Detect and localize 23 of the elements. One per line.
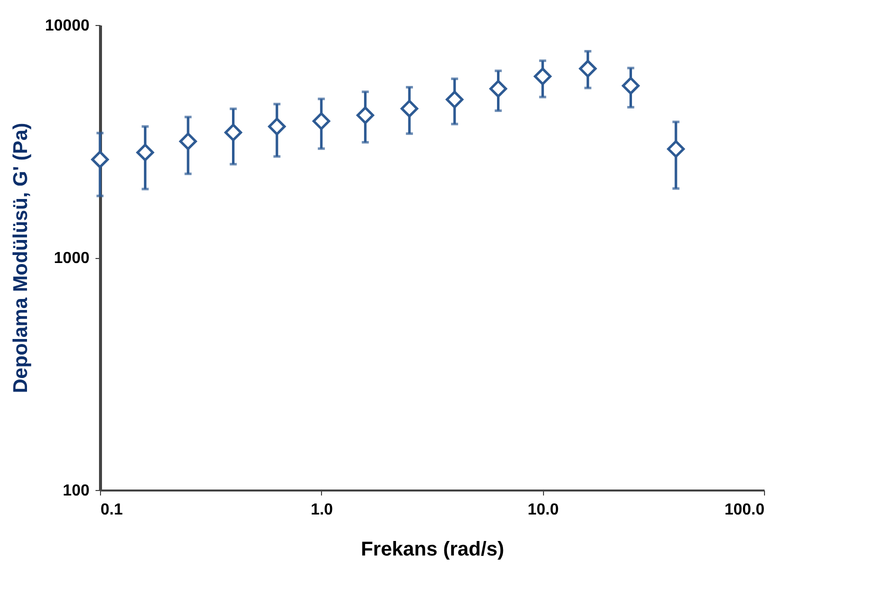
point [268,118,286,136]
point [179,132,197,150]
point [356,106,374,124]
x-tick-label: 100.0 [724,502,765,518]
point [224,124,242,142]
point [312,112,330,130]
point [534,68,552,86]
y-tick-label: 10000 [45,18,90,34]
x-tick-label: 0.1 [100,502,123,518]
point [136,144,154,162]
y-axis-title: Depolama Modülüsü, G' (Pa) [10,122,32,394]
y-tick-label: 1000 [54,250,90,267]
x-axis-title: Frekans (rad/s) [360,538,504,560]
point [667,140,685,158]
y-tick-label: 100 [62,482,90,500]
x-tick-label: 1.0 [310,502,334,518]
point [579,60,597,78]
point [400,100,418,118]
point [91,150,109,168]
point [489,80,508,98]
point [622,76,640,95]
x-tick-label: 10.0 [528,502,559,518]
point [446,90,464,108]
